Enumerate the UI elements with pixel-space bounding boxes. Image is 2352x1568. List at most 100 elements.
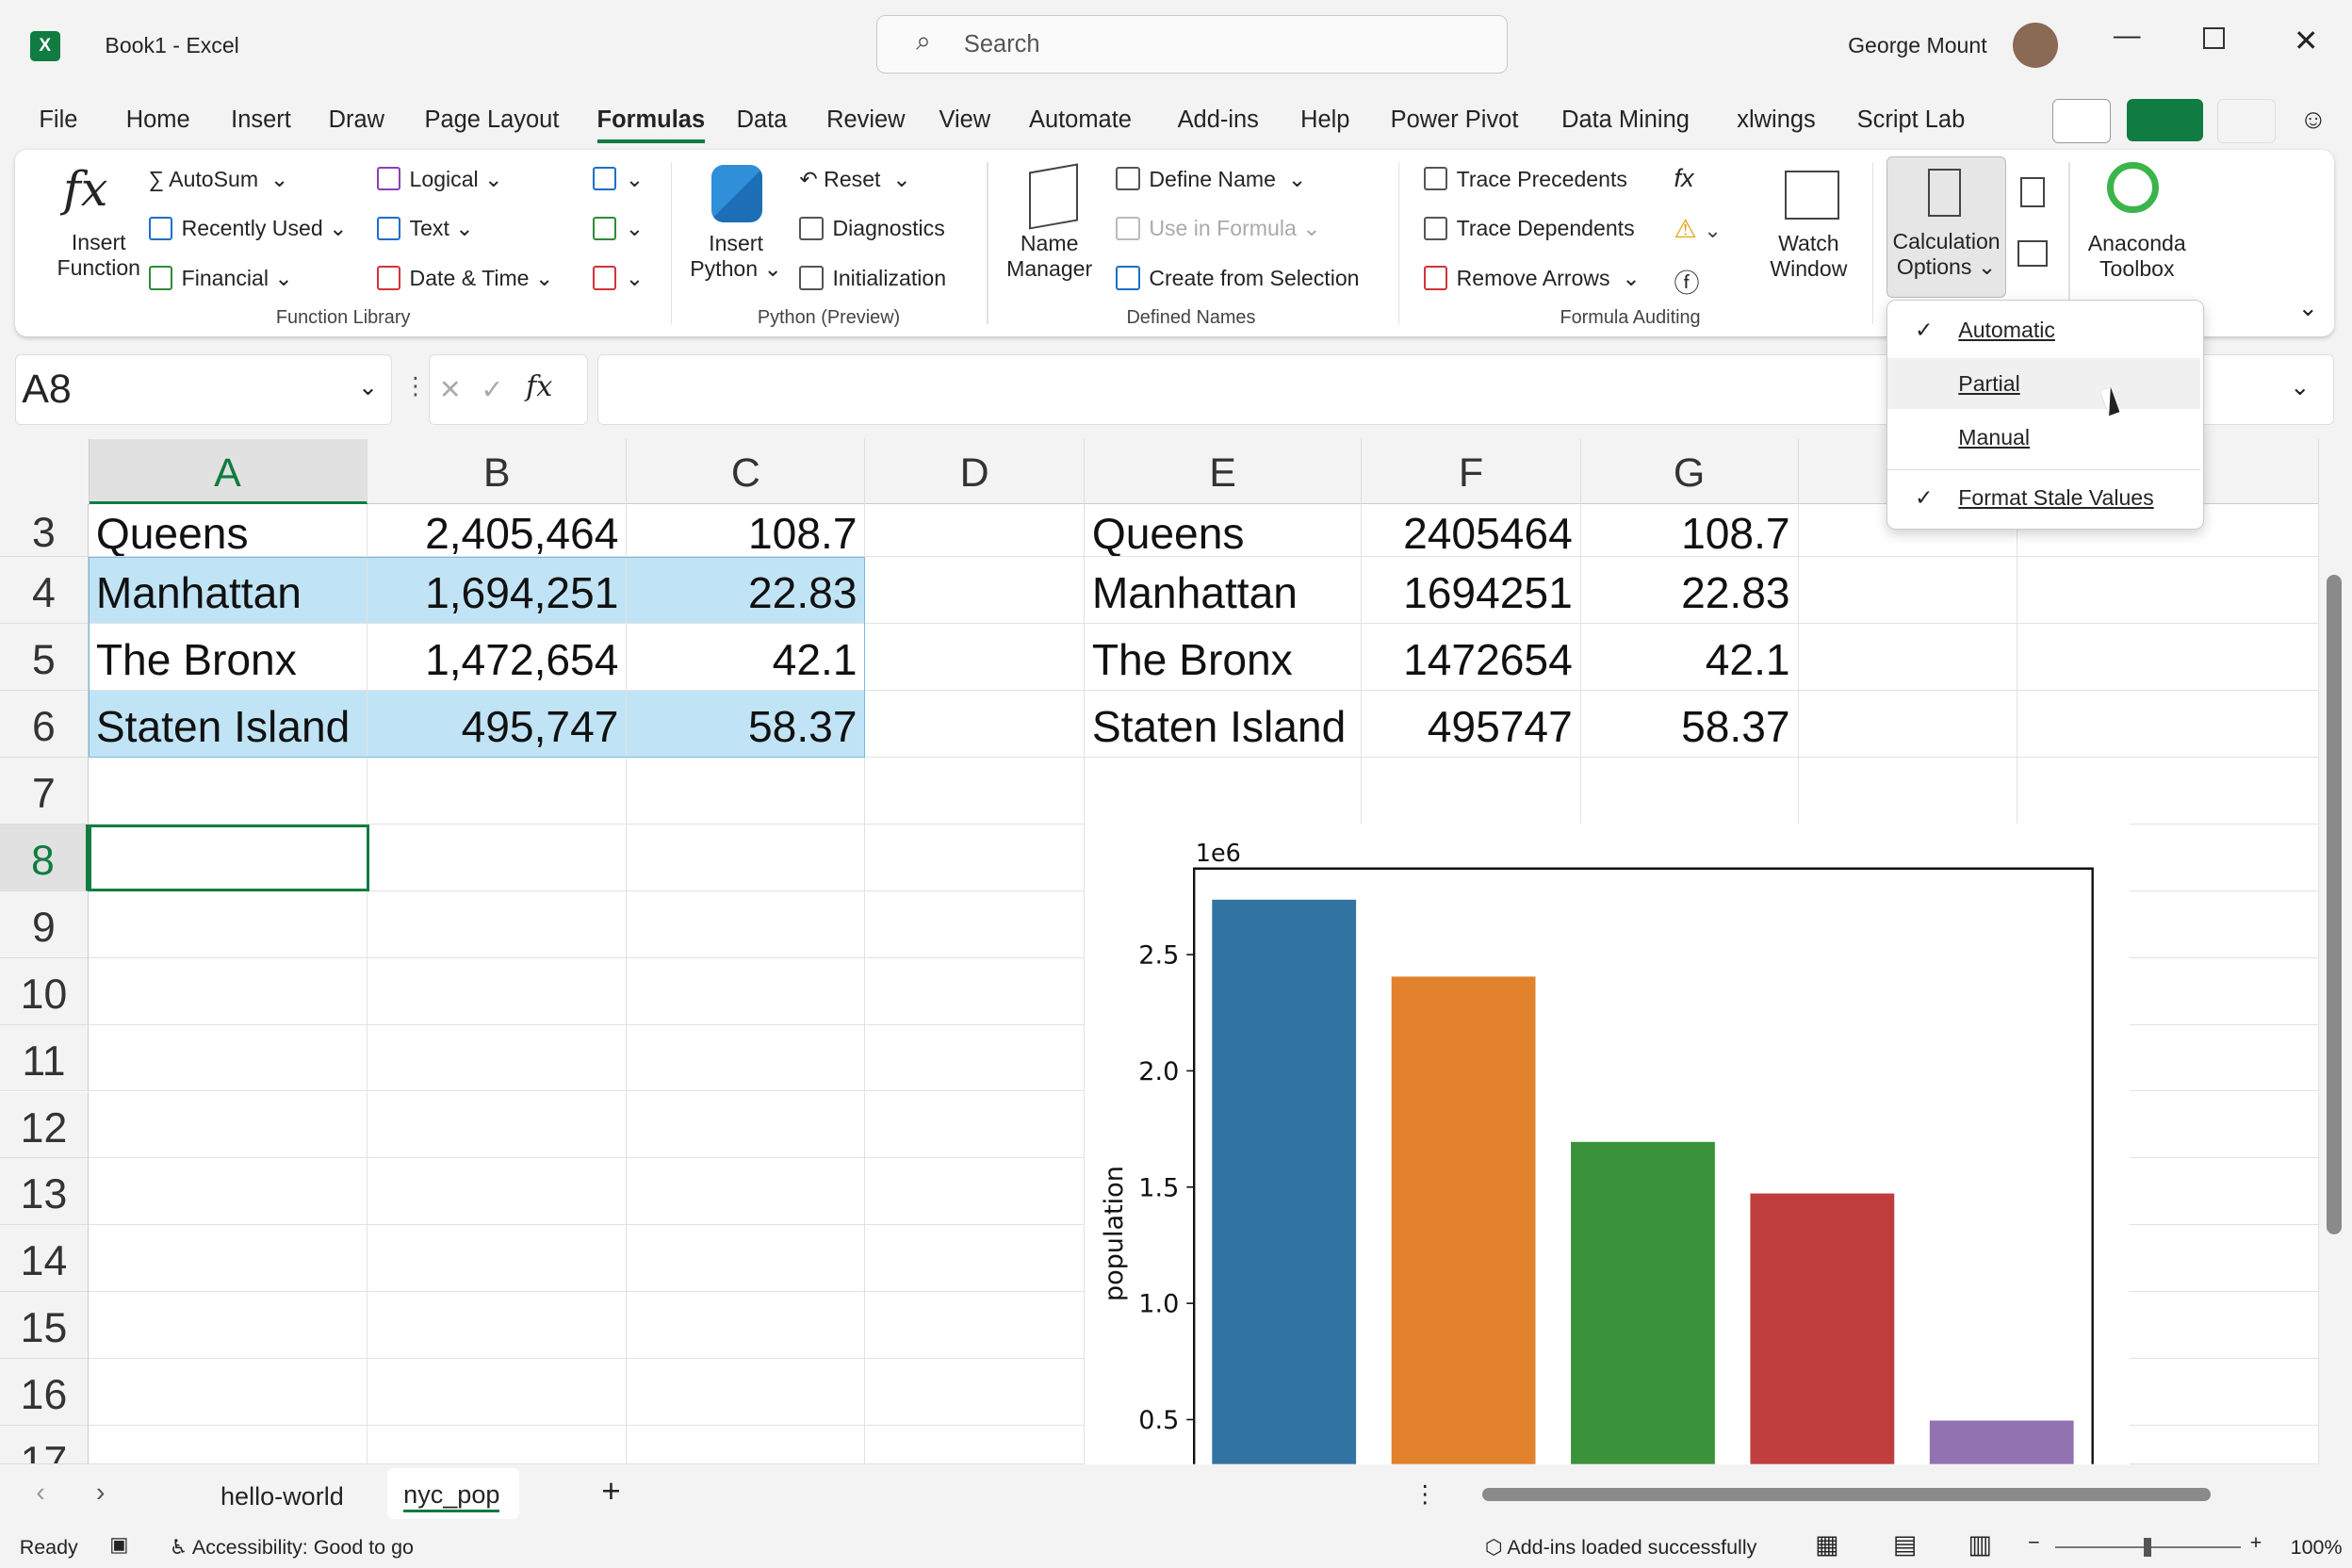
cancel-icon[interactable]: ✕ (438, 374, 462, 405)
cell[interactable] (367, 1359, 628, 1427)
zoom-in-icon[interactable]: + (2249, 1531, 2262, 1555)
cell[interactable] (88, 1024, 368, 1092)
cell[interactable] (865, 503, 1085, 557)
name-manager-button[interactable]: Name Manager (1006, 231, 1092, 282)
cell[interactable] (627, 890, 866, 958)
cell[interactable] (367, 1225, 628, 1293)
vertical-scrollbar[interactable] (2323, 439, 2346, 1464)
evaluate-formula-icon[interactable]: ⓕ (1674, 269, 1700, 298)
tab-power-pivot[interactable]: Power Pivot (1390, 106, 1519, 134)
cell[interactable] (88, 1091, 368, 1159)
cell[interactable] (2017, 1359, 2319, 1427)
cell[interactable]: 1472654 (1362, 623, 1581, 691)
cell[interactable] (88, 1158, 368, 1226)
cell[interactable]: 2405464 (1362, 503, 1581, 557)
reset-button[interactable]: ↶ Reset ⌄ (799, 166, 911, 191)
cell[interactable]: 22.83 (627, 556, 866, 624)
selected-cell-a8[interactable] (88, 824, 369, 892)
cell[interactable]: 58.37 (1580, 690, 1799, 758)
accessibility-status[interactable]: ♿ Accessibility: Good to go (170, 1536, 414, 1560)
cell[interactable]: The Bronx (88, 623, 368, 691)
tab-home[interactable]: Home (125, 106, 190, 134)
cell[interactable]: 42.1 (627, 623, 866, 691)
cell[interactable] (2017, 1024, 2319, 1092)
anaconda-toolbox-button[interactable]: Anaconda Toolbox (2088, 231, 2186, 282)
add-sheet-button[interactable]: + (601, 1473, 621, 1511)
worksheet-grid[interactable]: A B C D E F G 3 Queens 2,405,464 108.7 Queens 240546… (0, 439, 2319, 1464)
cell[interactable] (2017, 1091, 2319, 1159)
cell[interactable] (627, 757, 866, 825)
use-in-formula-button[interactable]: Use in Formula ⌄ (1116, 216, 1321, 241)
cell[interactable] (865, 1225, 1085, 1293)
row-header-7[interactable]: 7 (0, 757, 89, 825)
cell[interactable] (2017, 1426, 2319, 1464)
scroll-thumb[interactable] (2326, 574, 2342, 1235)
cell[interactable]: 108.7 (1580, 503, 1799, 557)
cell[interactable] (2017, 690, 2319, 758)
tab-script-lab[interactable]: Script Lab (1856, 106, 1966, 134)
cell[interactable] (627, 1225, 866, 1293)
avatar[interactable] (2013, 22, 2058, 68)
cell[interactable] (627, 957, 866, 1025)
initialization-button[interactable]: Initialization (799, 266, 946, 291)
cell[interactable]: 495,747 (367, 690, 628, 758)
recently-used-button[interactable]: Recently Used ⌄ (148, 216, 347, 241)
normal-view-icon[interactable]: ▦ (1815, 1529, 1839, 1559)
cell[interactable] (1580, 757, 1799, 825)
math-trig-button[interactable]: ⌄ (592, 216, 644, 241)
menu-item-automatic[interactable]: ✓ Automatic (1887, 304, 2199, 355)
cell[interactable] (1362, 757, 1581, 825)
logical-button[interactable]: Logical ⌄ (376, 167, 502, 192)
select-all-corner[interactable] (0, 439, 90, 505)
tab-automate[interactable]: Automate (1028, 106, 1132, 134)
cell[interactable] (627, 1426, 866, 1464)
tab-draw[interactable]: Draw (328, 106, 384, 134)
define-name-button[interactable]: Define Name ⌄ (1116, 167, 1306, 192)
cell[interactable] (2017, 623, 2319, 691)
cell[interactable] (627, 1359, 866, 1427)
remove-arrows-button[interactable]: Remove Arrows ⌄ (1423, 266, 1641, 291)
cell[interactable] (1084, 757, 1363, 825)
column-header-C[interactable]: C (627, 439, 866, 504)
page-break-icon[interactable]: ▥ (1968, 1529, 1992, 1559)
cell[interactable]: Queens (88, 503, 368, 557)
create-from-selection-button[interactable]: Create from Selection (1116, 266, 1360, 291)
cell[interactable] (367, 1292, 628, 1360)
tab-insert[interactable]: Insert (231, 106, 291, 134)
menu-item-manual[interactable]: Manual (1887, 412, 2199, 463)
cell[interactable]: 1694251 (1362, 556, 1581, 624)
error-checking-icon[interactable]: ⚠ ⌄ (1674, 214, 1722, 243)
cell[interactable] (367, 1426, 628, 1464)
tab-help[interactable]: Help (1300, 106, 1350, 134)
cell[interactable] (88, 757, 368, 825)
prev-sheet-icon[interactable]: ‹ (36, 1477, 45, 1508)
minimize-button[interactable]: — (2113, 21, 2141, 52)
cell[interactable]: 108.7 (627, 503, 866, 557)
cell[interactable] (2017, 1292, 2319, 1360)
cell[interactable] (865, 824, 1085, 891)
trace-dependents-button[interactable]: Trace Dependents (1423, 216, 1635, 241)
cell[interactable] (88, 890, 368, 958)
trace-precedents-button[interactable]: Trace Precedents (1423, 167, 1627, 192)
menu-item-format-stale-values[interactable]: ✓ Format Stale Values (1887, 472, 2199, 523)
row-header-10[interactable]: 10 (0, 957, 89, 1025)
cell[interactable]: Manhattan (1084, 556, 1363, 624)
expand-formula-icon[interactable]: ⌄ (2290, 373, 2311, 400)
lookup-reference-button[interactable]: ⌄ (592, 167, 644, 192)
menu-item-partial[interactable]: Partial (1887, 357, 2200, 409)
insert-function-button[interactable]: Insert Function (57, 230, 140, 281)
sheet-tab-hello-world[interactable]: hello-world (220, 1481, 344, 1511)
row-header-8[interactable]: 8 (0, 824, 89, 891)
search-input[interactable]: ⌕ Search (875, 14, 1509, 74)
cell[interactable] (865, 1024, 1085, 1092)
diagnostics-button[interactable]: Diagnostics (799, 216, 945, 241)
row-header-12[interactable]: 12 (0, 1091, 89, 1159)
zoom-slider[interactable] (2054, 1537, 2242, 1558)
cell[interactable] (627, 1158, 866, 1226)
tab-page-layout[interactable]: Page Layout (424, 106, 560, 134)
row-header-3[interactable]: 3 (0, 503, 89, 557)
cell[interactable] (865, 623, 1085, 691)
page-layout-icon[interactable]: ▤ (1892, 1529, 1918, 1559)
comments-button[interactable] (2051, 99, 2112, 143)
cell[interactable] (88, 1292, 368, 1360)
